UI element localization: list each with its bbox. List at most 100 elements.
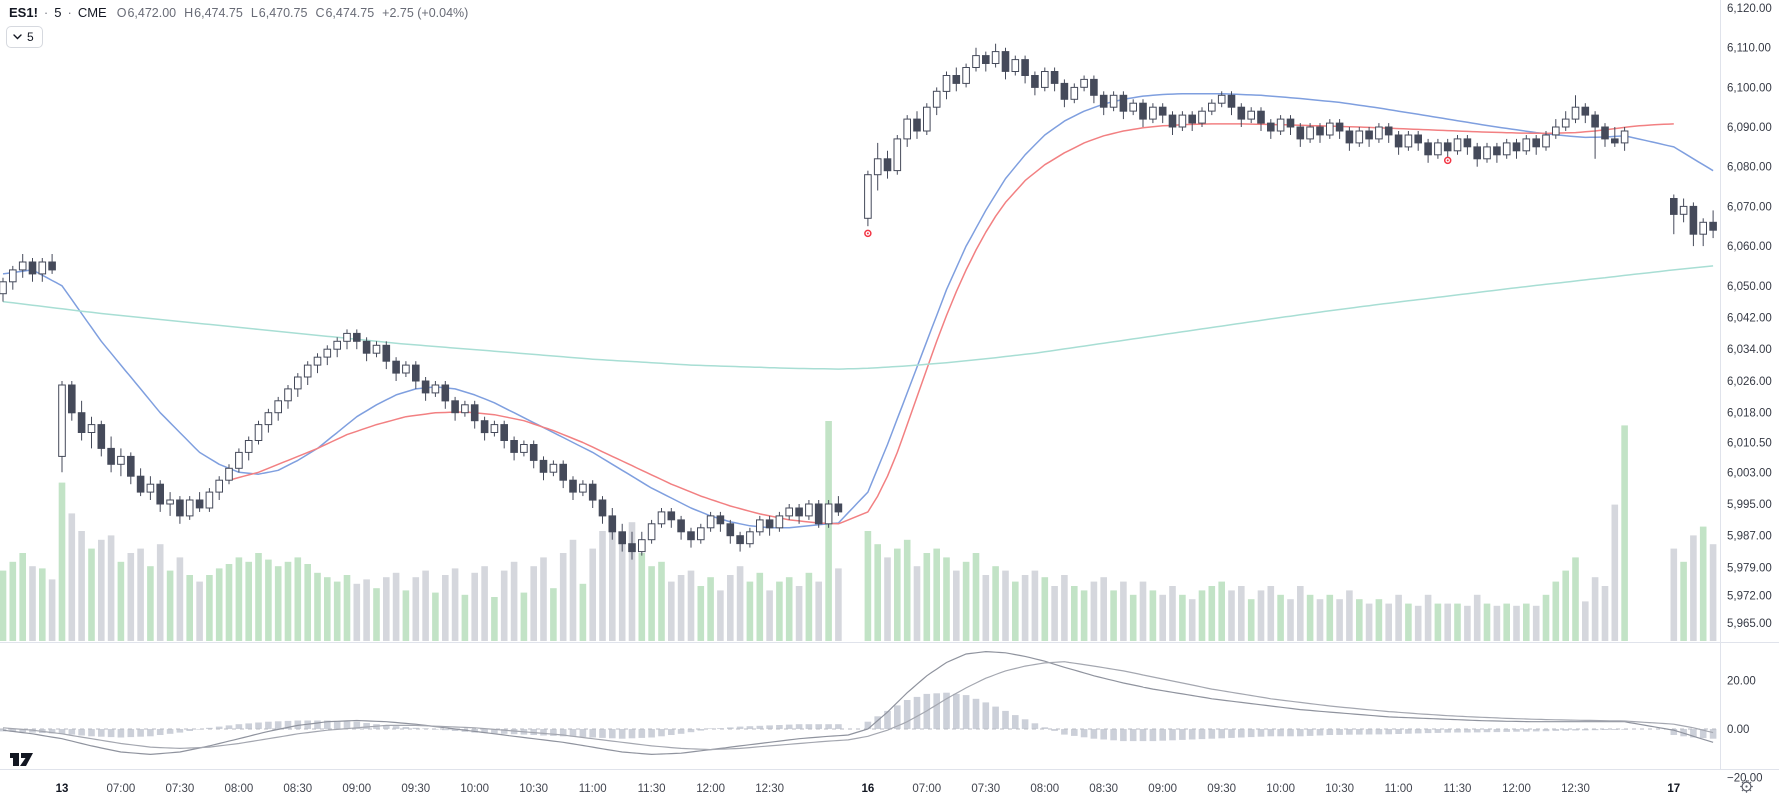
volume-bar <box>1395 594 1402 641</box>
candle <box>48 261 56 271</box>
candle <box>667 511 676 521</box>
candle <box>431 384 440 394</box>
candle <box>185 499 194 517</box>
candle <box>58 384 66 457</box>
volume-bar <box>658 561 665 641</box>
candle <box>127 455 135 477</box>
candle <box>982 55 990 64</box>
volume-bar <box>1444 603 1451 641</box>
volume-bar <box>1110 590 1117 641</box>
volume-bar <box>766 590 773 641</box>
price-tick-label: 6,042.00 <box>1727 313 1772 325</box>
volume-bar <box>451 568 459 641</box>
candle <box>1394 134 1403 148</box>
time-tick-day-label: 13 <box>56 783 69 795</box>
macd-bar <box>1120 729 1127 742</box>
macd-bar <box>1483 729 1491 733</box>
macd-bar <box>648 729 655 738</box>
time-axis[interactable]: 13 07:00 07:30 08:00 08:30 09:00 09:30 10:00 10:… <box>56 783 1681 795</box>
macd-signal-line[interactable] <box>2 661 1714 751</box>
symbol-name[interactable]: ES1! <box>9 5 38 20</box>
candle <box>1188 114 1197 124</box>
candle <box>736 535 744 545</box>
candle <box>824 503 833 525</box>
price-tick-label: 5,965.00 <box>1727 618 1772 630</box>
volume-bar <box>1267 586 1275 641</box>
volume-bar <box>127 553 135 641</box>
candle <box>1139 102 1147 120</box>
volume-bar <box>874 544 881 641</box>
volume-bar <box>943 557 950 641</box>
volume-bar <box>481 566 488 641</box>
candle <box>1473 146 1482 160</box>
candle <box>254 424 263 442</box>
macd-bar <box>599 729 606 738</box>
candle <box>873 158 882 176</box>
volume-bar <box>255 553 262 641</box>
time-tick-label: 09:30 <box>1207 783 1236 795</box>
candle <box>1483 146 1491 160</box>
volume-bar <box>1071 586 1078 641</box>
chevron-down-icon <box>13 34 22 40</box>
macd-bar <box>1562 729 1569 731</box>
volume-bar <box>48 579 56 641</box>
candle <box>333 340 341 350</box>
volume-bar <box>196 581 203 641</box>
volume-bar <box>1277 594 1284 641</box>
candle <box>805 503 813 517</box>
volume-bar <box>412 577 420 641</box>
macd-bar <box>392 726 400 729</box>
macd-bar <box>1552 729 1560 731</box>
macd-bar <box>284 720 292 729</box>
timeframe-button[interactable]: 5 <box>6 26 43 48</box>
macd-bar <box>766 725 773 729</box>
macd-bar <box>1385 729 1392 735</box>
macd-bar <box>1159 729 1166 741</box>
macd-bar <box>107 729 115 738</box>
candle <box>1365 130 1373 140</box>
macd-bar <box>953 693 960 729</box>
price-axis[interactable]: 6,120.00 6,110.00 6,100.00 6,090.00 6,080.00… <box>1727 3 1772 784</box>
candle <box>136 475 145 493</box>
volume-bar <box>933 548 940 641</box>
legend-interval: 5 <box>54 5 62 20</box>
tradingview-logo-icon[interactable] <box>8 750 35 773</box>
candle <box>68 384 76 414</box>
volume-bar <box>471 572 478 641</box>
macd-bar <box>68 729 76 735</box>
macd-bar <box>1267 729 1275 737</box>
candle <box>549 463 558 473</box>
time-axis-settings-gear-icon[interactable] <box>1739 779 1754 799</box>
macd-bar <box>1218 729 1225 739</box>
candle <box>638 539 646 553</box>
candle <box>706 515 715 529</box>
candle <box>353 332 361 342</box>
macd-bar <box>225 725 233 729</box>
candle <box>451 400 459 414</box>
open-value: 6,472.00 <box>127 5 177 20</box>
macd-bar <box>982 702 990 729</box>
candle <box>628 543 636 553</box>
volume-bar <box>324 577 331 641</box>
ma-fast-blue-line[interactable] <box>2 92 1714 529</box>
volume-bar <box>550 588 557 641</box>
macd-bar <box>412 727 420 729</box>
volume-bar <box>530 566 537 641</box>
candle <box>1679 205 1688 215</box>
macd-bar <box>1031 723 1039 729</box>
volume-bar <box>1326 594 1334 641</box>
macd-bar <box>383 725 390 729</box>
time-tick-label: 11:00 <box>1385 783 1413 795</box>
candle <box>28 261 37 275</box>
ma-long-teal-line[interactable] <box>2 265 1714 370</box>
macd-bar <box>972 698 980 730</box>
macd-line[interactable] <box>2 650 1714 756</box>
ma-slow-red-line[interactable] <box>228 123 1674 525</box>
volume-bar <box>510 561 518 641</box>
volume-bar <box>1198 590 1206 641</box>
candle <box>1080 78 1088 88</box>
candle <box>962 67 970 84</box>
time-tick-label: 07:30 <box>971 783 1000 795</box>
time-tick-day-label: 17 <box>1667 783 1680 795</box>
